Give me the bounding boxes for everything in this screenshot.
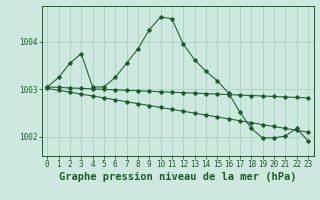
X-axis label: Graphe pression niveau de la mer (hPa): Graphe pression niveau de la mer (hPa) — [59, 172, 296, 182]
